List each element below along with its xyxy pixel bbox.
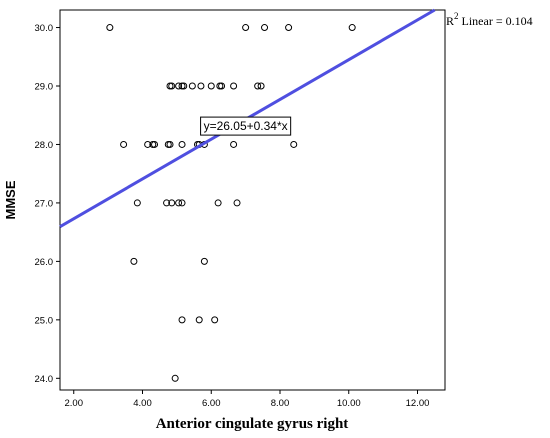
r2-label: R2 Linear = 0.104 [446,11,533,28]
data-point [130,257,138,265]
data-point [242,24,250,32]
data-point [180,82,188,90]
x-tick-label: 4.00 [133,398,152,409]
x-tick-label: 2.00 [65,398,84,409]
data-point [166,140,174,148]
data-point [211,316,219,324]
data-point [178,140,186,148]
y-tick-label: 30.0 [35,23,54,34]
y-axis-title: MMSE [3,180,18,219]
data-point [163,199,171,207]
data-point [207,82,215,90]
data-point [144,140,152,148]
data-point [175,82,183,90]
plot-frame [59,9,446,391]
r2-suffix: Linear = 0.104 [459,14,533,28]
y-tick-label: 24.0 [35,374,54,385]
x-tick-label: 12.00 [406,398,430,409]
y-tick-label: 27.0 [35,198,54,209]
data-point [290,140,298,148]
data-point [188,82,196,90]
y-tick-label: 25.0 [35,315,54,326]
data-point [151,140,159,148]
data-point [254,82,262,90]
data-point [197,82,205,90]
x-tick-label: 6.00 [202,398,221,409]
data-point [261,24,269,32]
data-point [195,316,203,324]
r2-prefix: R [446,14,454,28]
x-axis-title: Anterior cingulate gyrus right [156,416,349,432]
y-tick-label: 26.0 [35,257,54,268]
data-point [200,257,208,265]
equation-label: y=26.05+0.34*x [204,119,288,133]
data-point [171,374,179,382]
data-point [218,82,226,90]
equation-box: y=26.05+0.34*x [200,116,292,136]
equation-box-frame [200,116,292,136]
data-point [230,82,238,90]
data-point [257,82,265,90]
y-axis-ticks: 24.0 25.0 26.0 27.0 28.0 29.0 30.0 [35,23,60,385]
data-point [285,24,293,32]
y-tick-label: 28.0 [35,140,54,151]
data-point [133,199,141,207]
data-point [348,24,356,32]
data-point [178,199,186,207]
data-point [230,140,238,148]
data-point [120,140,128,148]
data-point [106,24,114,32]
data-point [168,82,176,90]
data-point [175,199,183,207]
data-point [214,199,222,207]
y-tick-label: 29.0 [35,82,54,93]
x-axis-ticks: 2.00 4.00 6.00 8.00 10.00 12.00 [65,390,430,409]
x-tick-label: 8.00 [271,398,290,409]
data-point [168,199,176,207]
data-point [178,316,186,324]
data-point [233,199,241,207]
x-tick-label: 10.00 [337,398,361,409]
r2-superscript: 2 [454,11,459,21]
